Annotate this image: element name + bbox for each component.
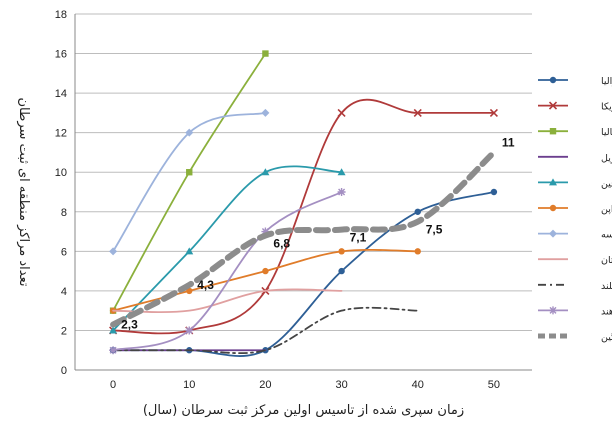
data-label: 11 — [502, 135, 515, 149]
legend-item: آمریکا — [538, 100, 612, 113]
legend-item: برزیل — [538, 153, 612, 164]
data-point — [489, 108, 498, 117]
legend-label: استرالیا — [601, 76, 612, 87]
y-tick-label: 8 — [61, 207, 67, 219]
series-8 — [112, 306, 419, 355]
series-group: 2,3 4,3 6,8 7,1 7,5 11 — [109, 50, 515, 357]
y-tick-label: 10 — [55, 167, 67, 179]
data-label: 7,1 — [350, 231, 367, 245]
data-point — [338, 267, 345, 275]
data-point — [262, 50, 269, 57]
legend-item: استرالیا — [538, 76, 612, 87]
legend-item: ژاپن — [538, 204, 612, 215]
series-9 — [109, 188, 346, 355]
data-point — [186, 169, 193, 176]
series-line — [112, 191, 343, 352]
legend-label: فرانسه — [601, 230, 612, 241]
legend-item: لهستان — [538, 255, 612, 266]
data-point — [261, 168, 270, 176]
series-line — [112, 165, 343, 332]
y-tick-label: 14 — [55, 88, 67, 100]
data-point — [490, 188, 498, 196]
series-7 — [112, 288, 343, 314]
legend-marker — [549, 229, 557, 238]
legend-marker — [549, 306, 557, 315]
series-10: 2,3 4,3 6,8 7,1 7,5 11 — [110, 135, 515, 332]
legend-label: میانگین — [601, 331, 612, 343]
data-label: 7,5 — [426, 223, 443, 237]
legend-item: هلند — [538, 281, 612, 292]
data-point — [413, 108, 422, 117]
x-tick-label: 10 — [183, 379, 195, 391]
y-tick-label: 6 — [61, 246, 67, 258]
data-point — [337, 188, 346, 196]
series-line — [112, 191, 495, 357]
legend-item: میانگین — [538, 331, 612, 343]
y-tick-label: 0 — [61, 365, 67, 377]
data-point — [414, 208, 421, 215]
axes: 0 2 4 6 8 10 12 14 16 18 0 10 20 30 40 50 — [55, 9, 532, 391]
data-label: 2,3 — [121, 318, 138, 332]
legend-label: ایتالیا — [601, 127, 612, 138]
legend-marker — [548, 101, 558, 110]
y-axis-title: تعداد مراکز منطقه ای ثبت سرطان — [16, 98, 31, 287]
data-point — [185, 326, 194, 335]
legend-label: چین — [601, 178, 612, 189]
legend: استرالیا آمریکا ایتالیا برزیل چین ژاپن فرانسه ل… — [538, 76, 612, 343]
y-tick-label: 16 — [55, 49, 67, 61]
data-point — [109, 326, 118, 334]
data-point — [109, 247, 118, 256]
x-tick-label: 0 — [110, 379, 116, 391]
data-point — [261, 108, 270, 117]
legend-label: آمریکا — [601, 100, 612, 113]
legend-marker — [549, 204, 557, 212]
legend-label: هلند — [601, 281, 612, 292]
legend-item: چین — [538, 178, 612, 189]
grid-lines — [75, 13, 532, 331]
y-tick-label: 18 — [55, 9, 67, 21]
x-tick-label: 40 — [412, 379, 424, 391]
data-point — [262, 267, 269, 275]
y-tick-label: 12 — [55, 128, 67, 140]
data-point — [337, 168, 346, 176]
series-line — [112, 288, 343, 314]
x-tick-label: 50 — [488, 379, 500, 391]
series-2 — [109, 50, 269, 314]
legend-label: هند — [601, 306, 612, 317]
series-line — [112, 306, 419, 355]
legend-item: فرانسه — [538, 229, 612, 241]
legend-label: لهستان — [601, 255, 612, 266]
data-point — [337, 108, 346, 117]
data-point — [185, 247, 194, 255]
series-line — [110, 149, 497, 328]
x-axis-title: زمان سپری شده از تاسیس اولین مرکز ثبت سر… — [143, 403, 464, 418]
data-point — [414, 248, 421, 255]
legend-item: هند — [538, 306, 612, 317]
x-tick-label: 30 — [335, 379, 347, 391]
legend-item: ایتالیا — [538, 127, 612, 138]
series-4 — [109, 165, 346, 334]
data-label: 4,3 — [197, 278, 214, 292]
legend-marker — [549, 76, 557, 84]
legend-label: برزیل — [601, 153, 612, 164]
x-tick-label: 20 — [259, 379, 271, 391]
series-line — [112, 52, 267, 312]
data-point — [338, 248, 345, 255]
data-label: 6,8 — [273, 237, 290, 251]
series-6 — [109, 108, 270, 256]
legend-marker — [549, 128, 557, 135]
data-point — [261, 227, 270, 236]
legend-marker — [549, 178, 557, 186]
data-point — [185, 128, 194, 137]
y-tick-label: 2 — [61, 325, 67, 337]
legend-label: ژاپن — [601, 204, 612, 215]
data-point — [109, 346, 118, 355]
y-tick-label: 4 — [61, 286, 67, 298]
